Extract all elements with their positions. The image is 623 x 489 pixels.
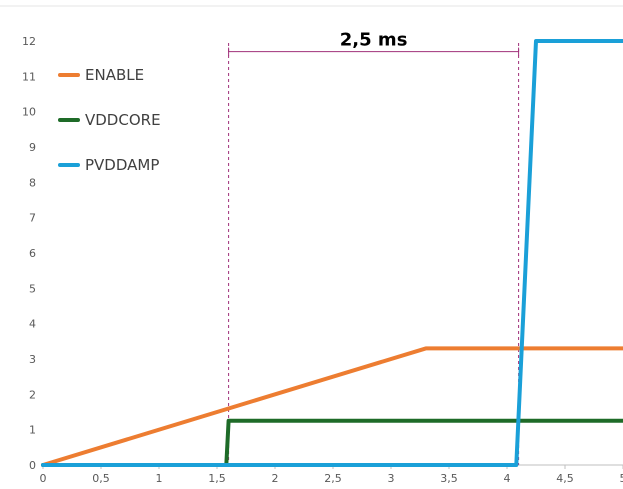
x-axis-labels: 0 0,5 1 1,5 2 2,5 3 3,5 4 4,5 5 [40,472,623,485]
legend: ENABLE VDDCORE PVDDAMP [58,66,161,174]
series-line-enable [41,346,623,467]
legend-label-vddcore: VDDCORE [85,111,161,129]
x-tick-label: 5 [620,472,623,485]
x-tick-label: 4 [504,472,511,485]
x-tick-label: 2,5 [324,472,342,485]
y-tick-label: 1 [29,424,36,437]
y-tick-label: 11 [22,70,36,83]
y-tick-label: 9 [29,141,36,154]
y-tick-label: 2 [29,388,36,401]
y-tick-label: 5 [29,282,36,295]
x-tick-label: 4,5 [556,472,574,485]
y-tick-label: 4 [29,318,36,331]
series-line-vddcore [41,418,623,467]
y-tick-label: 10 [22,106,36,119]
x-tick-label: 2 [272,472,279,485]
x-tick-label: 3 [388,472,395,485]
x-tick-label: 1 [156,472,163,485]
x-tick-label: 3,5 [440,472,458,485]
annotation-label: 2,5 ms [340,30,408,51]
x-tick-label: 0,5 [92,472,110,485]
y-tick-label: 3 [29,353,36,366]
x-tick-label: 1,5 [208,472,226,485]
series-lines [41,39,623,467]
x-tick-label: 0 [40,472,47,485]
y-tick-label: 6 [29,247,36,260]
legend-label-enable: ENABLE [85,66,144,84]
y-tick-label: 7 [29,212,36,225]
series-line-pvddamp [41,39,623,467]
y-tick-label: 0 [29,459,36,472]
y-tick-label: 12 [22,35,36,48]
annotation-group: 2,5 ms [228,30,520,465]
y-tick-label: 8 [29,176,36,189]
legend-label-pvddamp: PVDDAMP [85,156,159,174]
